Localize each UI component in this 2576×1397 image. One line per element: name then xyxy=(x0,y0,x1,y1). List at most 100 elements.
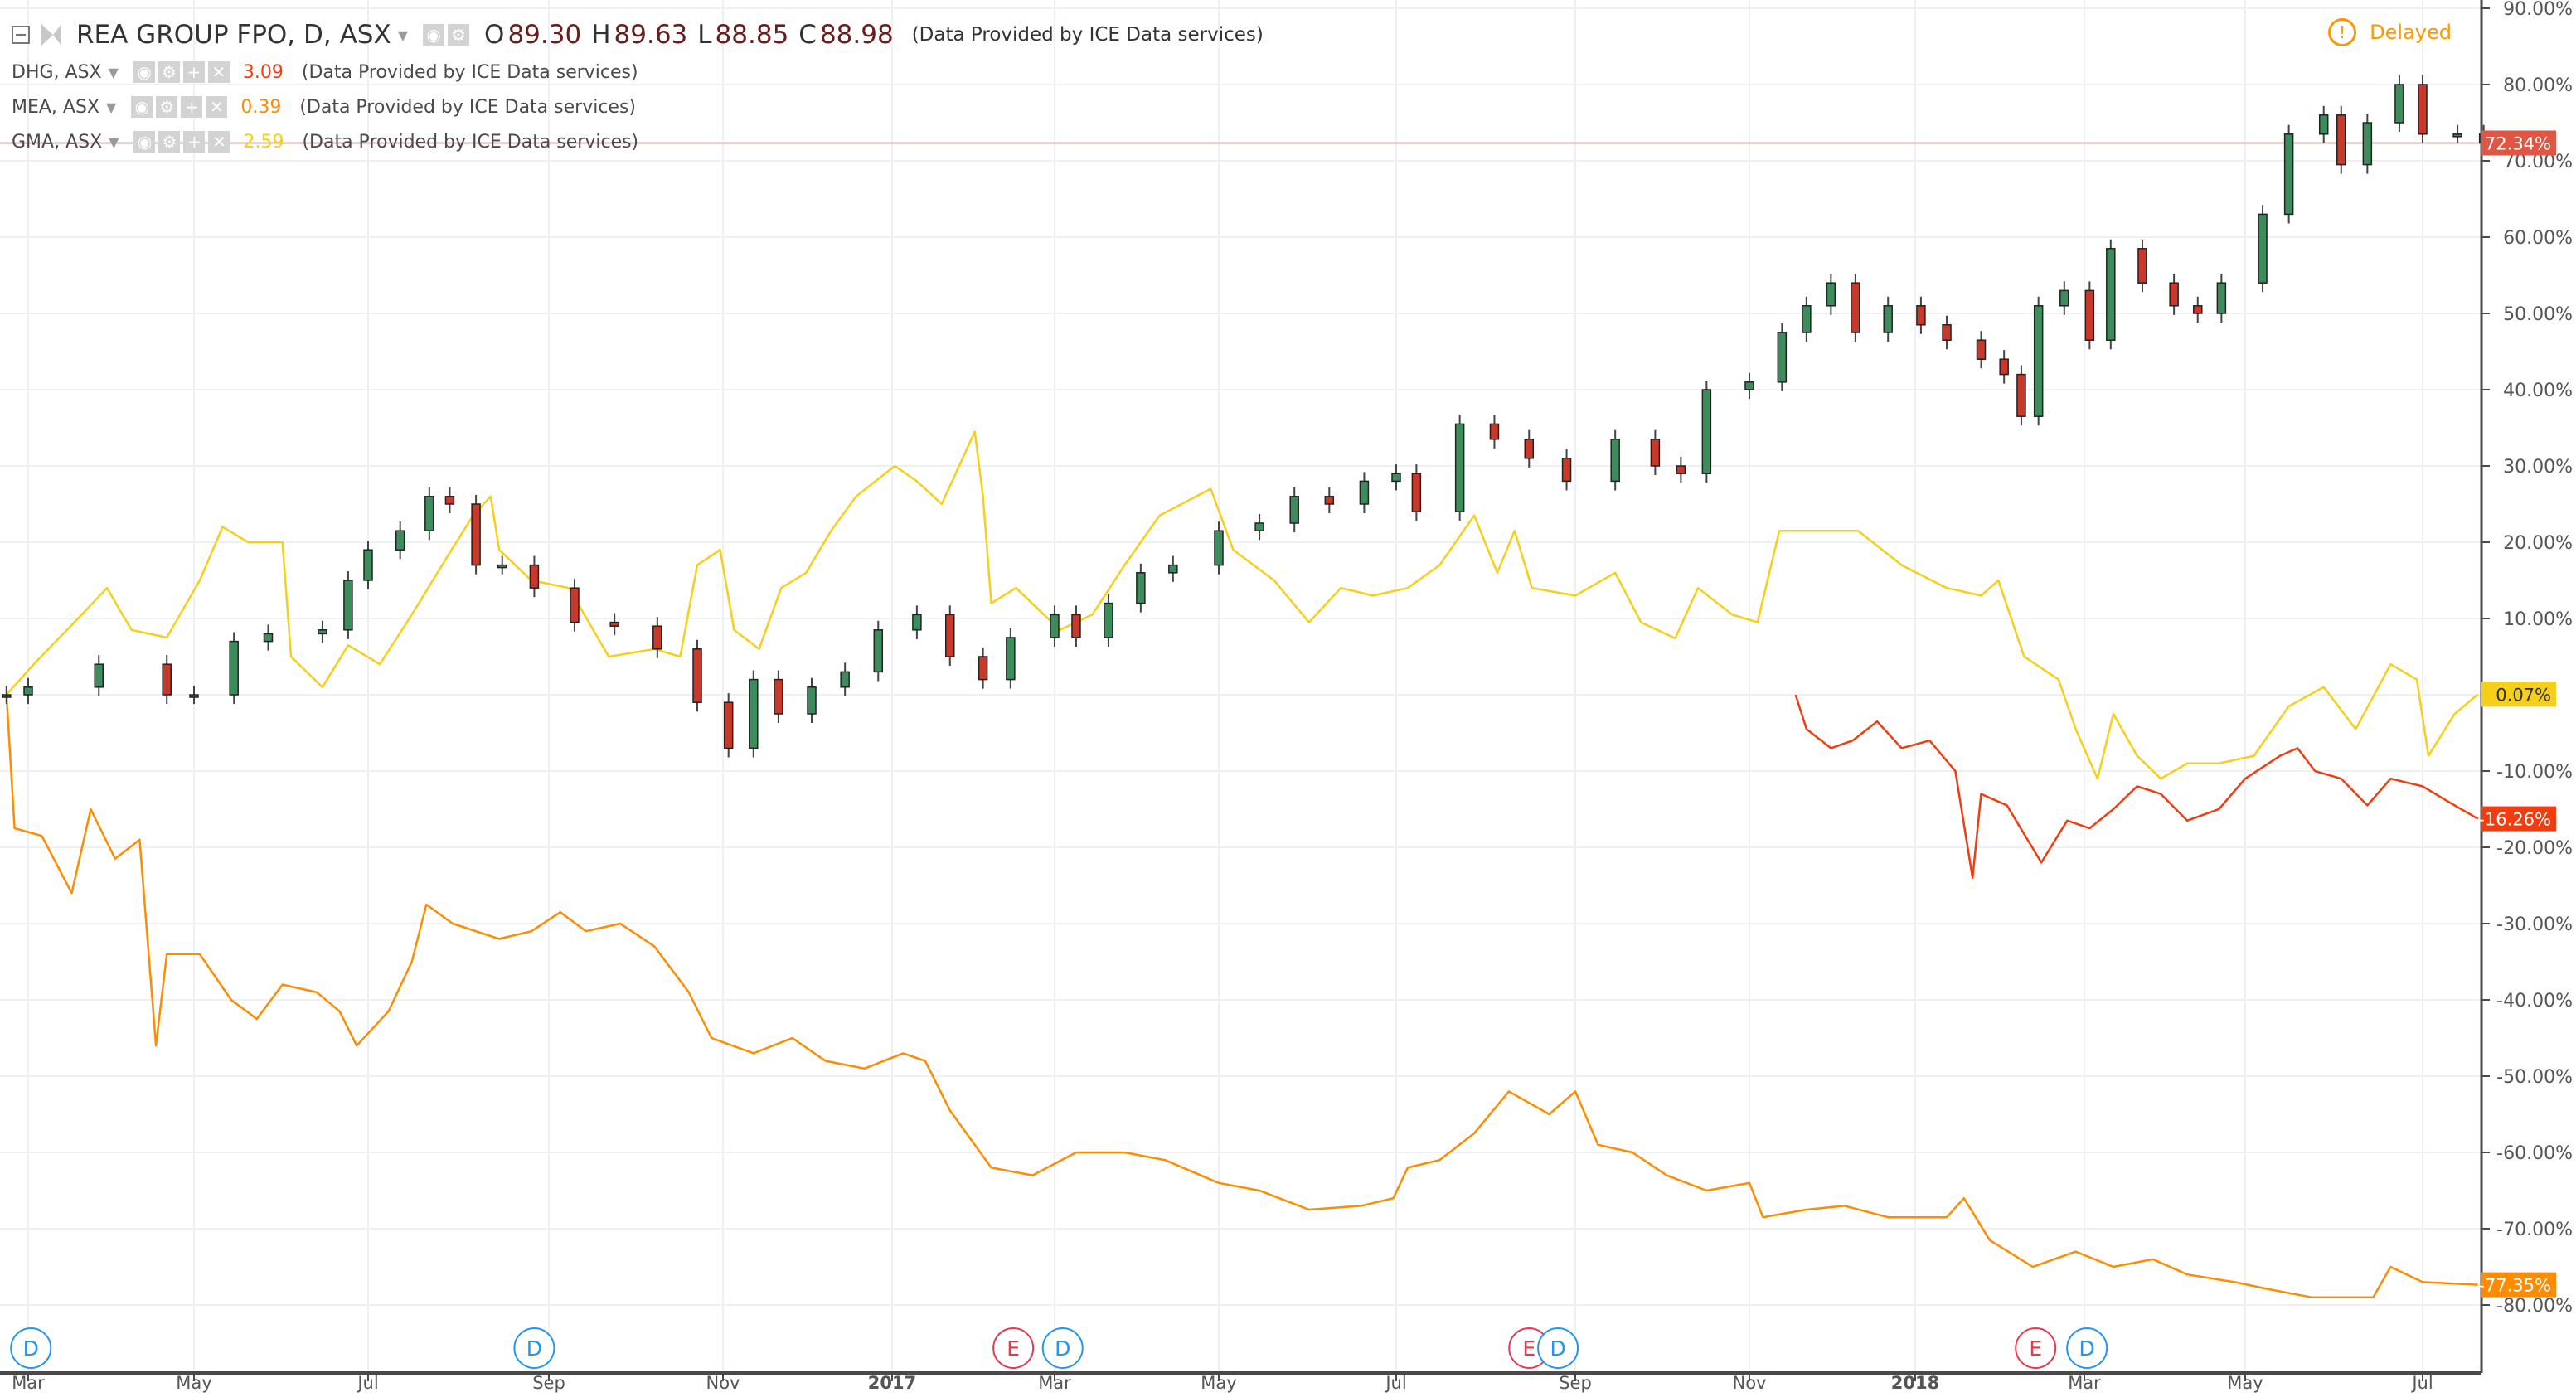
plus-icon[interactable]: + xyxy=(183,131,206,153)
candle xyxy=(2106,239,2116,350)
candle xyxy=(2362,113,2373,174)
delayed-label: Delayed xyxy=(2370,21,2452,44)
candle-body xyxy=(2418,84,2428,135)
legend-main-row: REA GROUP FPO, D, ASX ▼ ◉ ⚙ O 89.30 H 89.6… xyxy=(12,15,1264,55)
exclamation-circle-icon: ! xyxy=(2328,18,2357,46)
candle xyxy=(2394,75,2404,133)
time-tick-label: May xyxy=(2227,1373,2263,1393)
provider-note: (Data Provided by ICE Data services) xyxy=(299,96,637,118)
candle-body xyxy=(1050,614,1060,638)
event-marker-dividend[interactable]: D xyxy=(513,1327,555,1369)
price-tick-label: -30.00% xyxy=(2496,914,2573,935)
price-tick-label: -10.00% xyxy=(2496,762,2573,783)
candle xyxy=(497,555,507,575)
eye-icon[interactable]: ◉ xyxy=(131,96,153,118)
chevron-down-icon[interactable]: ▼ xyxy=(397,27,409,43)
event-marker-dividend[interactable]: D xyxy=(10,1327,52,1369)
gear-icon[interactable]: ⚙ xyxy=(156,96,178,118)
candle-body xyxy=(23,686,33,696)
candle-body xyxy=(444,496,455,505)
price-tick-label: 50.00% xyxy=(2503,304,2573,325)
candle xyxy=(1777,323,1788,391)
candle xyxy=(1802,296,1812,342)
candle xyxy=(1050,605,1060,648)
candle-body xyxy=(189,694,199,698)
event-marker-earnings[interactable]: E xyxy=(1508,1327,1550,1369)
ohlc-low: L 88.85 xyxy=(697,20,789,50)
chevron-down-icon[interactable]: ▼ xyxy=(106,99,117,115)
flag-icon[interactable] xyxy=(41,24,61,46)
time-tick-label: 2018 xyxy=(1891,1373,1939,1393)
candle-body xyxy=(1999,358,2009,376)
candle xyxy=(1851,274,1860,342)
compare-symbol[interactable]: DHG, ASX xyxy=(12,61,102,83)
candle-body xyxy=(1324,496,1335,505)
candle xyxy=(774,670,783,724)
candle-body xyxy=(570,587,580,623)
candle-body xyxy=(749,678,759,749)
close-icon[interactable]: ✕ xyxy=(207,61,230,83)
gear-icon[interactable]: ⚙ xyxy=(448,24,470,46)
delayed-indicator[interactable]: ! Delayed xyxy=(2328,18,2452,46)
candle xyxy=(1168,555,1178,582)
candle-body xyxy=(1136,572,1146,604)
candle-body xyxy=(1254,522,1264,531)
candle-body xyxy=(1524,439,1535,459)
badge-bg xyxy=(2481,1272,2556,1298)
candle-body xyxy=(2362,122,2373,166)
candle xyxy=(723,693,734,758)
series-line-dhg xyxy=(1794,694,2479,880)
candle xyxy=(23,677,33,705)
badge-label: 0.07% xyxy=(2496,685,2551,705)
candle xyxy=(1391,464,1401,491)
plus-icon[interactable]: + xyxy=(181,96,203,118)
event-marker-earnings[interactable]: E xyxy=(2015,1327,2057,1369)
chevron-down-icon[interactable]: ▼ xyxy=(108,64,119,80)
candle xyxy=(1744,372,1754,400)
candle-body xyxy=(1676,465,1686,474)
candle-body xyxy=(1744,381,1754,390)
collapse-legend-button[interactable] xyxy=(12,26,30,44)
eye-icon[interactable]: ◉ xyxy=(423,24,445,46)
chevron-down-icon[interactable]: ▼ xyxy=(109,133,119,150)
candle-body xyxy=(1214,530,1224,566)
eye-icon[interactable]: ◉ xyxy=(133,131,156,153)
compare-symbol[interactable]: GMA, ASX xyxy=(12,131,103,153)
event-circle xyxy=(992,1327,1035,1369)
gear-icon[interactable]: ⚙ xyxy=(158,61,180,83)
event-marker-dividend[interactable]: D xyxy=(1537,1327,1579,1369)
compare-symbol[interactable]: MEA, ASX xyxy=(12,96,100,118)
time-tick-label: Mar xyxy=(12,1373,45,1393)
candle-body xyxy=(497,564,507,569)
ohlc-close: C 88.98 xyxy=(798,20,894,50)
candle xyxy=(2137,239,2147,293)
time-tick-label: Nov xyxy=(1733,1373,1767,1393)
gear-icon[interactable]: ⚙ xyxy=(158,131,181,153)
main-symbol[interactable]: REA GROUP FPO, D, ASX xyxy=(76,20,391,50)
event-marker-dividend[interactable]: D xyxy=(2066,1327,2108,1369)
candle-body xyxy=(2336,114,2346,166)
candle-body xyxy=(1411,473,1422,512)
time-tick-label: Jul xyxy=(356,1373,378,1393)
candle xyxy=(2,685,12,705)
candle-body xyxy=(1006,637,1016,681)
price-tick-label: -70.00% xyxy=(2496,1220,2573,1240)
candle-body xyxy=(978,656,988,681)
price-tick-label: -60.00% xyxy=(2496,1143,2573,1164)
event-marker-earnings[interactable]: E xyxy=(992,1327,1035,1369)
candle-body xyxy=(343,580,353,631)
close-icon[interactable]: ✕ xyxy=(208,131,230,153)
close-icon[interactable]: ✕ xyxy=(206,96,228,118)
eye-icon[interactable]: ◉ xyxy=(133,61,155,83)
plus-icon[interactable]: + xyxy=(182,61,205,83)
compare-value: 3.09 xyxy=(242,61,284,83)
candle xyxy=(873,620,884,682)
candle-body xyxy=(529,564,540,589)
candle-body xyxy=(2033,305,2044,417)
event-marker-dividend[interactable]: D xyxy=(1041,1327,1084,1369)
candle-body xyxy=(1104,602,1113,638)
candle xyxy=(978,647,988,689)
